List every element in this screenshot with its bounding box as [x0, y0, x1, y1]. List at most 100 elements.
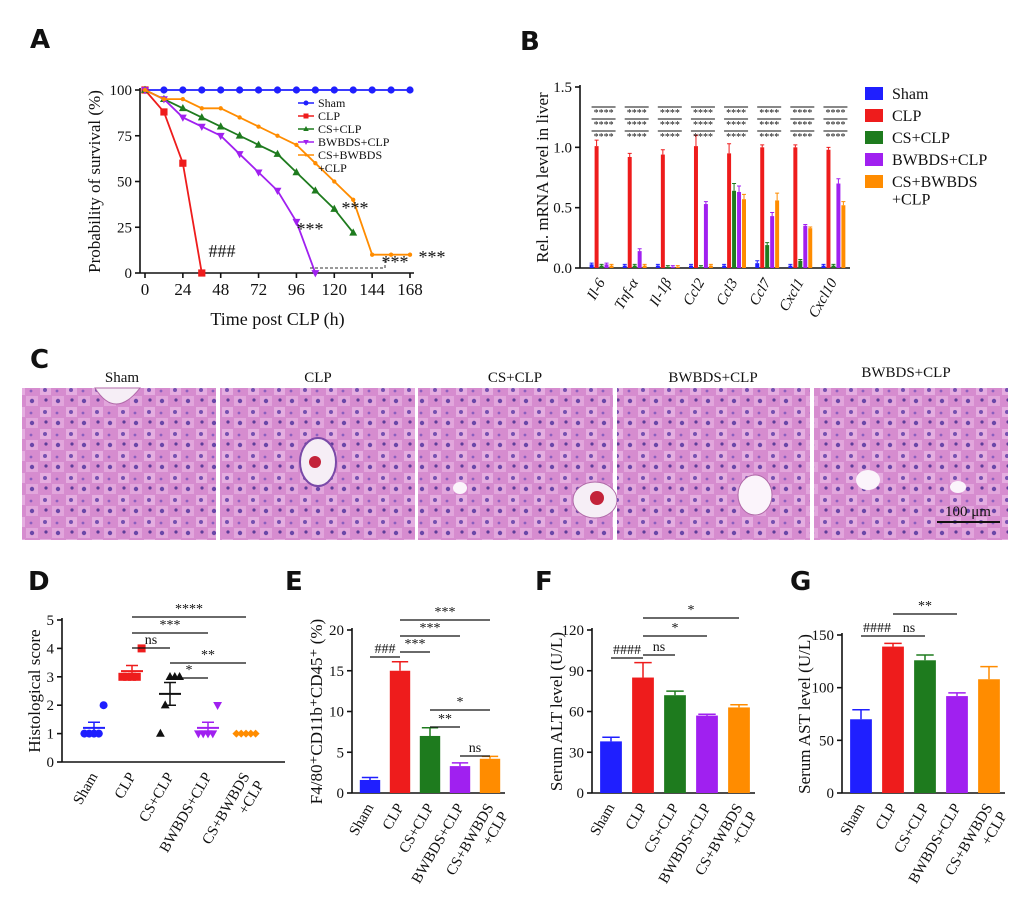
histology-image: [814, 388, 1008, 540]
error-bar: [451, 762, 469, 767]
vessel: [94, 387, 142, 405]
y-axis-label: Serum AST level (U/L): [795, 634, 814, 794]
bar: [693, 146, 698, 268]
significance-label: ####: [863, 621, 891, 636]
survival-line: [144, 89, 354, 234]
error-bar: [693, 134, 698, 147]
legend-marker: [304, 153, 308, 157]
blood: [590, 491, 604, 505]
marker: [199, 106, 204, 111]
bar: [737, 191, 742, 268]
bar: [732, 190, 737, 268]
panel-label: B: [520, 27, 540, 57]
error-bar: [632, 263, 637, 266]
error-bar: [852, 709, 870, 720]
y-tick-label: 150: [812, 628, 835, 644]
error-bar: [821, 263, 826, 266]
histology-image: [617, 388, 810, 540]
significance-label: ****: [825, 120, 845, 131]
marker: [178, 114, 187, 122]
bar: [665, 266, 670, 268]
y-tick-label: 0: [577, 786, 585, 802]
marker: [218, 106, 223, 111]
significance-label: ****: [660, 108, 680, 119]
x-tick-label: Cxcl1: [776, 276, 807, 314]
error-bar: [627, 152, 632, 157]
x-tick-label: 72: [250, 280, 267, 299]
x-tick-label: CLP: [112, 770, 140, 802]
annotation: ***: [342, 198, 369, 218]
vessel: [856, 470, 880, 490]
annotation: ###: [209, 241, 236, 261]
significance-label: ####: [613, 643, 641, 658]
x-tick-label: Sham: [838, 801, 869, 839]
panel-label: F: [535, 567, 553, 597]
significance-label: ns: [145, 633, 157, 648]
error-bar: [660, 149, 665, 155]
bar: [808, 228, 813, 268]
marker: [217, 86, 225, 94]
error-bar: [126, 664, 138, 678]
error-bar: [589, 262, 594, 265]
y-tick-label: 30: [569, 745, 584, 761]
error-bar: [202, 721, 214, 735]
marker: [118, 672, 127, 681]
error-bar: [980, 665, 998, 680]
bar: [600, 741, 622, 793]
annotation: ***: [382, 252, 409, 272]
error-bar: [637, 248, 642, 252]
bar: [389, 670, 411, 793]
marker: [388, 252, 394, 257]
y-tick-label: 90: [569, 664, 584, 680]
error-bar: [730, 703, 748, 708]
error-bar: [594, 139, 599, 147]
x-tick-label: Sham: [347, 801, 378, 839]
marker: [197, 123, 206, 131]
x-tick-label: Tnf-α: [612, 275, 643, 312]
marker: [330, 204, 339, 212]
x-tick-label: Il-1β: [646, 276, 675, 311]
significance-label: ****: [693, 132, 713, 143]
bar: [594, 146, 599, 268]
marker: [236, 86, 244, 94]
bar: [632, 265, 637, 268]
bar: [850, 719, 872, 793]
bar: [978, 679, 1000, 793]
marker: [160, 700, 170, 709]
marker: [180, 96, 186, 102]
y-tick-label: 5: [337, 745, 345, 761]
y-axis-label: Rel. mRNA level in liver: [533, 92, 552, 263]
y-tick-label: 0: [827, 786, 835, 802]
significance-label: ****: [792, 120, 812, 131]
x-tick-label: 144: [359, 280, 385, 299]
y-tick-label: 15: [329, 664, 344, 680]
error-bar: [831, 263, 836, 266]
error-bar: [708, 263, 713, 266]
marker: [407, 252, 413, 257]
y-axis-label: Histological score: [25, 629, 44, 752]
panel-label: C: [30, 345, 49, 375]
y-tick-label: 2: [47, 698, 55, 714]
significance-label: ****: [726, 120, 746, 131]
significance-label: ****: [792, 132, 812, 143]
error-bar: [727, 143, 732, 154]
x-tick-label: 48: [212, 280, 229, 299]
y-tick-label: 0: [47, 755, 55, 771]
y-tick-label: 25: [117, 220, 132, 236]
bar: [675, 266, 680, 268]
image-label: CLP: [304, 370, 332, 386]
bar: [765, 245, 770, 268]
significance-label: ****: [693, 120, 713, 131]
bar: [742, 199, 746, 268]
error-bar: [760, 144, 765, 148]
y-tick-label: 5: [47, 613, 55, 629]
panel-label: A: [30, 25, 50, 55]
error-bar: [808, 226, 813, 229]
significance-label: ****: [627, 108, 647, 119]
bar: [882, 646, 904, 793]
marker: [235, 131, 244, 139]
bar: [826, 149, 831, 268]
legend-marker: [303, 100, 309, 106]
x-tick-label: 168: [397, 280, 423, 299]
error-bar: [391, 661, 409, 671]
